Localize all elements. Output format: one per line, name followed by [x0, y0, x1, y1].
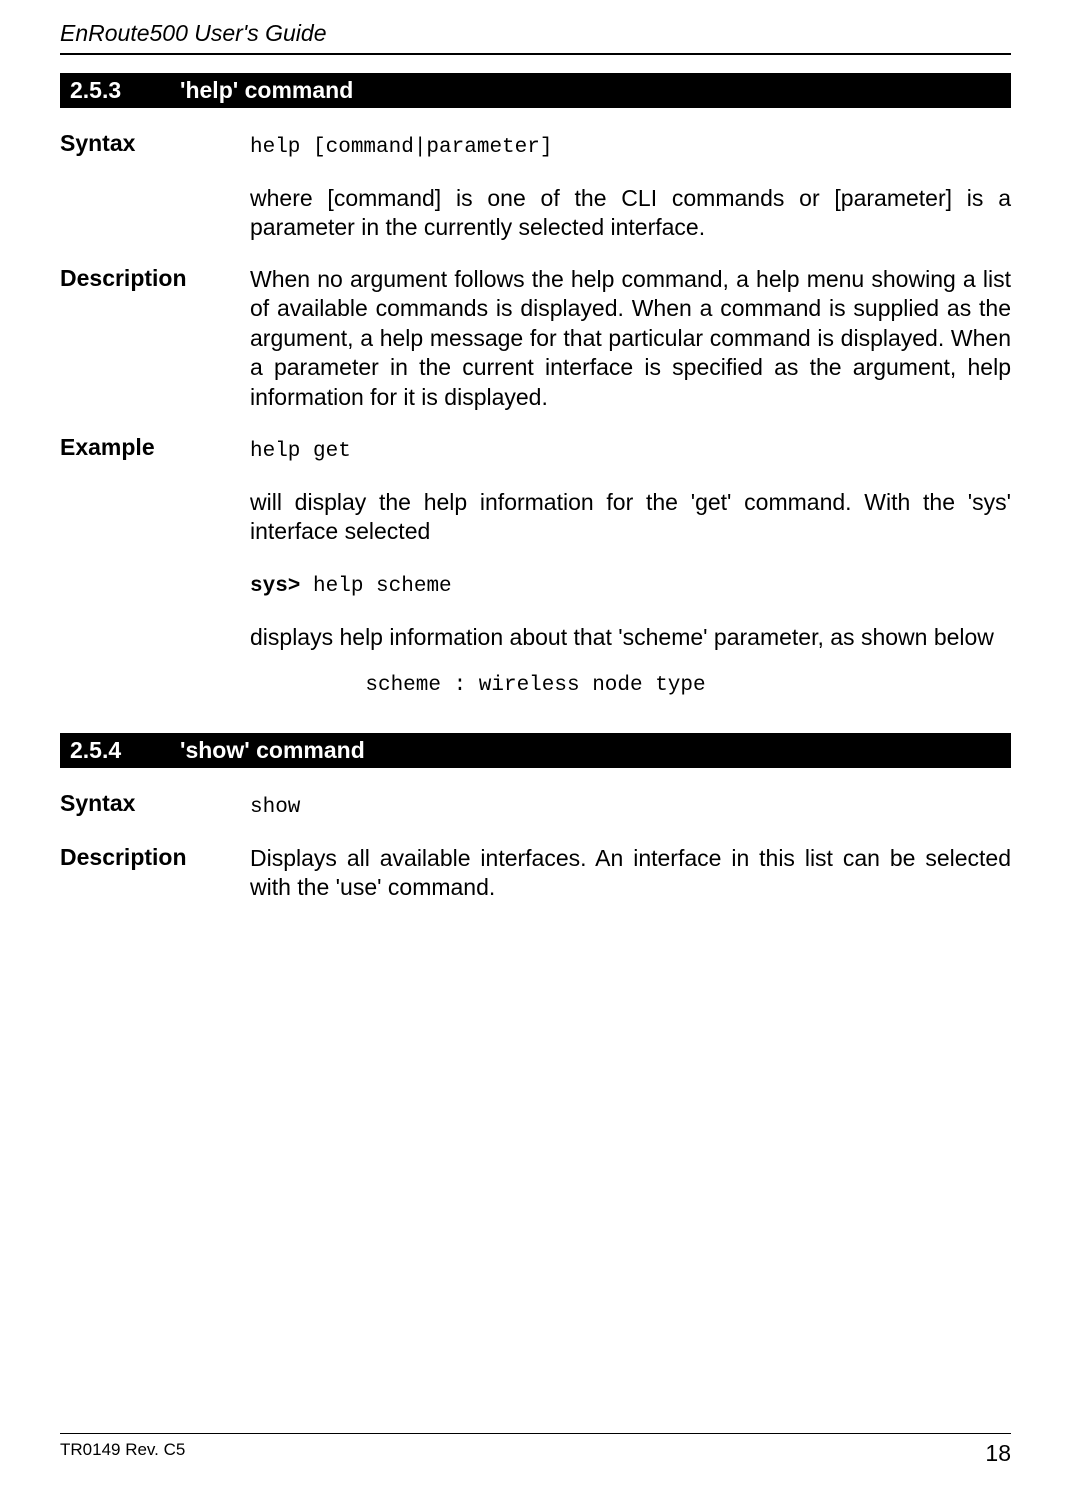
example-code-1: help get — [250, 440, 351, 463]
footer-left: TR0149 Rev. C5 — [60, 1440, 185, 1467]
content-description: When no argument follows the help comman… — [250, 265, 1011, 412]
label-description-2: Description — [60, 844, 250, 903]
label-example: Example — [60, 434, 250, 652]
label-description: Description — [60, 265, 250, 412]
example-text-1: will display the help information for th… — [250, 488, 1011, 547]
description-text: When no argument follows the help comman… — [250, 265, 1011, 412]
section-title: 'show' command — [180, 737, 365, 764]
row-description: Description When no argument follows the… — [60, 265, 1011, 412]
section-title: 'help' command — [180, 77, 353, 104]
row-syntax-2: Syntax show — [60, 790, 1011, 822]
footer-row: TR0149 Rev. C5 18 — [60, 1440, 1011, 1467]
section-number: 2.5.3 — [70, 77, 180, 104]
content-syntax: help [command|parameter] where [command]… — [250, 130, 1011, 243]
example-prompt-bold: sys> — [250, 575, 300, 598]
example-output: scheme : wireless node type — [60, 674, 1011, 697]
example-code-2: sys> help scheme — [250, 575, 452, 598]
footer-rule — [60, 1433, 1011, 1434]
row-syntax: Syntax help [command|parameter] where [c… — [60, 130, 1011, 243]
syntax-desc: where [command] is one of the CLI comman… — [250, 184, 1011, 243]
footer-page-number: 18 — [985, 1440, 1011, 1467]
section-bar: 2.5.4 'show' command — [60, 733, 1011, 768]
content-example: help get will display the help informati… — [250, 434, 1011, 652]
label-syntax-2: Syntax — [60, 790, 250, 822]
content-description-2: Displays all available interfaces. An in… — [250, 844, 1011, 903]
label-syntax: Syntax — [60, 130, 250, 243]
doc-header-title: EnRoute500 User's Guide — [60, 20, 1011, 47]
row-description-2: Description Displays all available inter… — [60, 844, 1011, 903]
description-text-2: Displays all available interfaces. An in… — [250, 844, 1011, 903]
syntax-code-2: show — [250, 796, 300, 819]
footer: TR0149 Rev. C5 18 — [60, 1433, 1011, 1467]
section-number: 2.5.4 — [70, 737, 180, 764]
syntax-code: help [command|parameter] — [250, 136, 552, 159]
header-rule — [60, 53, 1011, 55]
section-bar: 2.5.3 'help' command — [60, 73, 1011, 108]
content-syntax-2: show — [250, 790, 1011, 822]
example-prompt-rest: help scheme — [300, 575, 451, 598]
row-example: Example help get will display the help i… — [60, 434, 1011, 652]
example-text-2: displays help information about that 'sc… — [250, 623, 1011, 652]
page: EnRoute500 User's Guide 2.5.3 'help' com… — [0, 0, 1071, 1497]
